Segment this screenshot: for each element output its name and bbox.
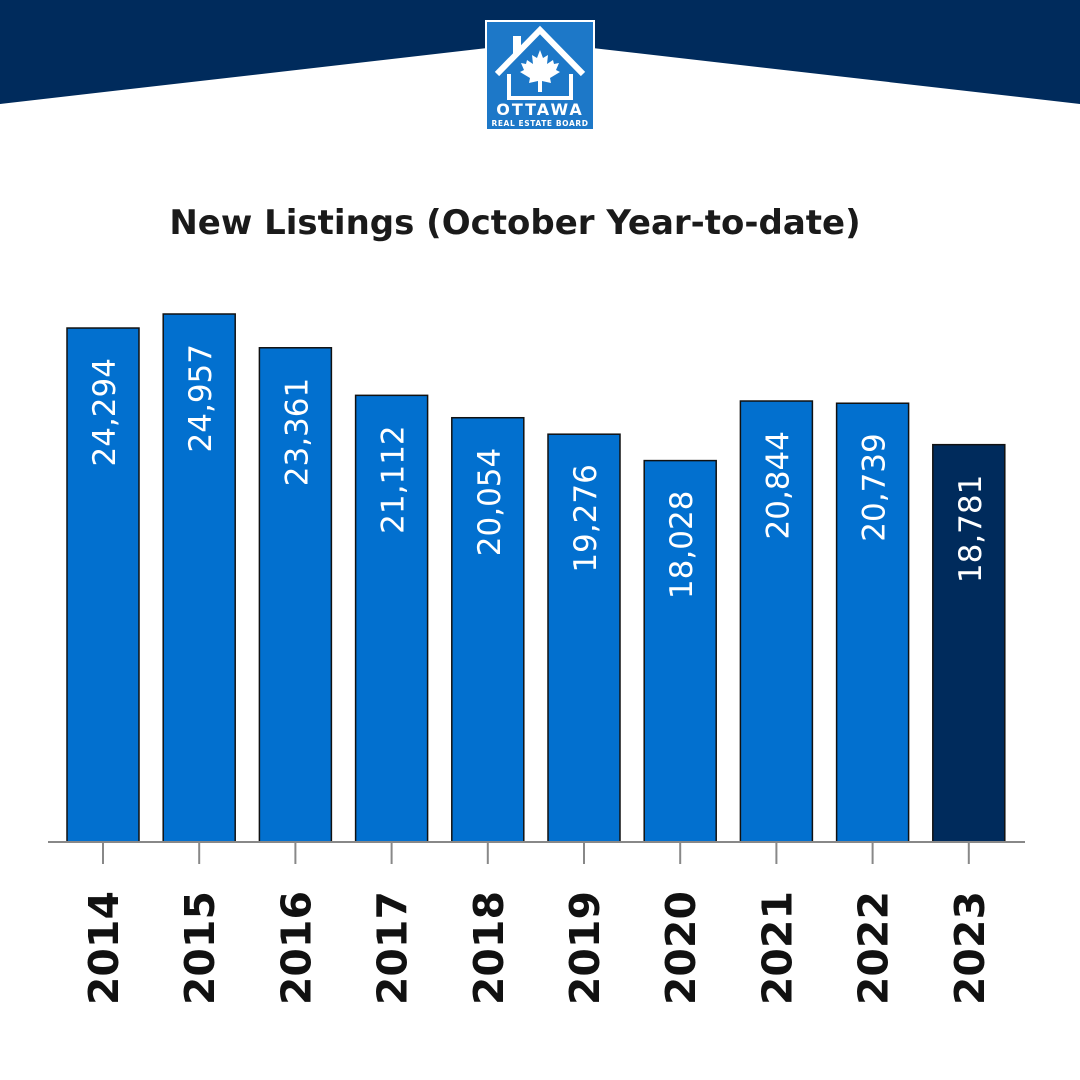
header-band: [0, 0, 1080, 104]
bar-2022: [835, 402, 910, 843]
bar-2018: [451, 416, 525, 843]
value-label-2017: 21,112: [376, 425, 412, 533]
x-tick-label-2017: 2017: [369, 891, 417, 1005]
x-tick-label-2018: 2018: [465, 891, 513, 1005]
x-tick-label-2016: 2016: [272, 891, 320, 1005]
value-label-2019: 19,276: [568, 464, 604, 572]
x-tick-label-2014: 2014: [80, 891, 128, 1005]
value-label-2022: 20,739: [857, 433, 893, 541]
bar-2019: [547, 433, 621, 843]
value-label-2023: 18,781: [953, 475, 989, 583]
bar-2020: [643, 459, 717, 843]
ottawa-real-estate-board-logo: OTTAWA REAL ESTATE BOARD: [485, 20, 595, 131]
value-label-2014: 24,294: [87, 358, 123, 466]
x-tick-label-2021: 2021: [753, 891, 801, 1005]
x-tick-label-2022: 2022: [850, 891, 898, 1005]
value-label-2021: 20,844: [760, 431, 796, 539]
house-maple-leaf-icon: [494, 25, 586, 100]
chart-title: New Listings (October Year-to-date): [169, 203, 861, 243]
bar-2023: [932, 443, 1006, 843]
x-tick-label-2023: 2023: [946, 891, 994, 1005]
logo-name: OTTAWA: [496, 100, 584, 119]
logo-subtitle: REAL ESTATE BOARD: [491, 119, 589, 128]
value-label-2015: 24,957: [183, 344, 219, 452]
x-tick-label-2015: 2015: [176, 891, 224, 1005]
value-label-2016: 23,361: [279, 378, 315, 486]
bar-2021: [739, 400, 814, 843]
x-tick-label-2020: 2020: [657, 891, 705, 1005]
value-label-2018: 20,054: [472, 448, 508, 556]
value-label-2020: 18,028: [664, 491, 700, 599]
x-tick-label-2019: 2019: [561, 891, 609, 1005]
